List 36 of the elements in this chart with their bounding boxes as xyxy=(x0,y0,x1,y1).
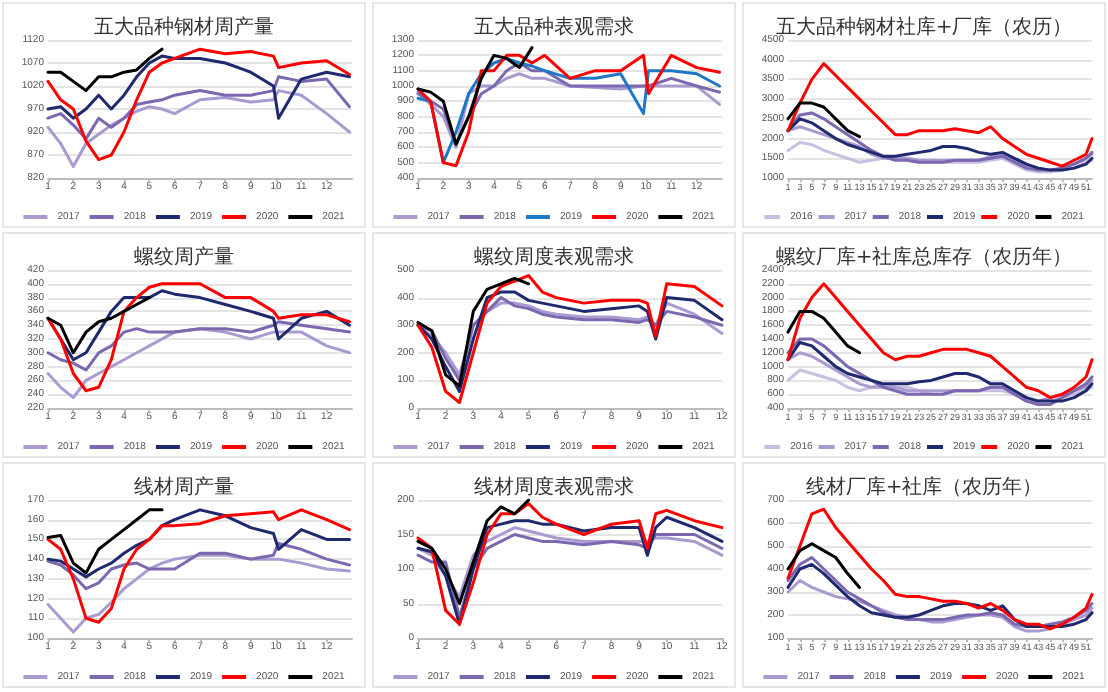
line-series xyxy=(416,276,531,388)
chart-title: 线材周度表观需求 xyxy=(474,475,634,499)
line-series xyxy=(46,327,351,400)
line-series xyxy=(786,579,1094,633)
line-series xyxy=(46,282,351,393)
line-series xyxy=(46,47,164,93)
line-series xyxy=(46,47,351,162)
line-series xyxy=(46,553,351,634)
line-series xyxy=(46,508,164,575)
line-series xyxy=(786,62,1094,168)
line-series xyxy=(786,282,1094,400)
line-series xyxy=(786,542,862,589)
line-series xyxy=(46,508,351,624)
line-series xyxy=(46,508,351,579)
line-series xyxy=(46,541,351,591)
line-series xyxy=(416,290,724,393)
line-series xyxy=(46,54,351,120)
line-series xyxy=(46,89,351,168)
line-series xyxy=(416,46,534,146)
line-series xyxy=(416,498,531,605)
line-series xyxy=(416,526,724,599)
line-series xyxy=(46,296,151,355)
chart-title: 五大品种表观需求 xyxy=(474,15,634,39)
line-series xyxy=(46,75,351,141)
line-series xyxy=(46,320,351,372)
line-series xyxy=(416,72,721,149)
line-series xyxy=(786,101,862,139)
line-series xyxy=(786,507,1094,631)
chart-title: 五大品种钢材周产量 xyxy=(94,15,274,39)
line-series xyxy=(416,533,724,619)
line-series xyxy=(416,274,724,404)
chart-title: 线材周产量 xyxy=(134,475,234,499)
chart-title: 螺纹周产量 xyxy=(134,245,234,269)
chart-title: 螺纹周度表观需求 xyxy=(474,245,634,269)
line-series xyxy=(786,309,862,355)
chart-title: 线材厂库+社库（农历年） xyxy=(805,475,1043,499)
